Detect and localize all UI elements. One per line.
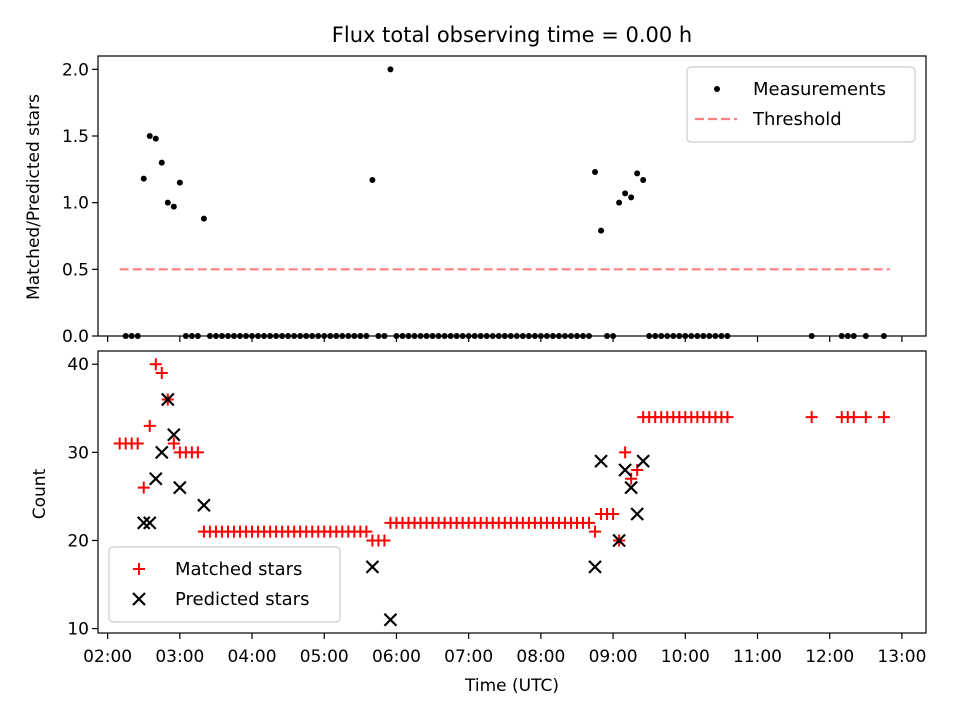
legend-label: Measurements: [753, 79, 886, 100]
x-tick-label: 13:00: [877, 647, 926, 667]
measurement-point: [164, 199, 171, 206]
matched-star-point: [149, 358, 162, 371]
measurement-point: [598, 227, 605, 234]
matched-star-point: [378, 534, 391, 547]
predicted-star-point: [594, 454, 608, 468]
matched-star-point: [619, 446, 632, 459]
legend-frame: [686, 66, 916, 143]
predicted-star-point: [383, 613, 398, 627]
predicted-star-point: [612, 533, 626, 548]
legend-marker: [714, 86, 720, 92]
predicted-star-point: [155, 445, 169, 460]
matched-star-point: [583, 516, 596, 529]
predicted-star-point: [588, 560, 602, 574]
matched-star-point: [877, 411, 890, 424]
y-tick-label: 20: [67, 531, 89, 551]
matched-star-point: [607, 508, 620, 521]
predicted-star-point: [365, 560, 380, 574]
y-tick-label: 40: [67, 355, 89, 375]
predicted-star-point: [136, 516, 151, 530]
predicted-star-point: [197, 498, 211, 512]
measurement-point: [369, 177, 376, 183]
measurement-point: [146, 133, 153, 139]
y-tick-label: 10: [67, 620, 89, 640]
matched-star-point: [360, 525, 373, 538]
x-tick-label: 10:00: [661, 647, 710, 667]
bottom-y-axis-label: Count: [30, 468, 50, 519]
predicted-star-point: [636, 454, 650, 468]
top-panel: 0.0 0.5 1.0 1.5 2.0 Measurements Threshold: [62, 55, 927, 347]
series-1: [136, 392, 650, 627]
x-tick-label: 07:00: [444, 647, 493, 667]
measurement-point: [152, 135, 159, 142]
measurement-point: [628, 194, 635, 201]
predicted-star-point: [142, 516, 157, 530]
x-tick-label: 09:00: [589, 647, 638, 667]
y-tick-label: 0.0: [62, 327, 89, 347]
matched-star-point: [859, 411, 872, 424]
measurement-point: [158, 159, 165, 166]
matched-star-point: [137, 481, 150, 494]
matched-star-point: [155, 367, 168, 380]
measurement-point: [592, 169, 599, 175]
top-y-axis-label: Matched/Predicted stars: [24, 94, 44, 300]
matched-star-point: [589, 525, 602, 538]
y-tick-label: 1.0: [62, 194, 89, 214]
measurement-point: [634, 170, 641, 177]
x-tick-label: 06:00: [372, 647, 421, 667]
x-tick-label: 05:00: [300, 647, 349, 667]
legend-marker: [133, 563, 145, 575]
series-0: [113, 358, 890, 547]
measurement-point: [387, 66, 394, 73]
predicted-star-point: [618, 463, 632, 477]
predicted-star-point: [630, 507, 644, 521]
matched-star-point: [143, 419, 156, 432]
legend: Measurements Threshold: [686, 66, 916, 143]
matched-star-point: [805, 411, 818, 424]
legend-frame: [108, 546, 341, 623]
y-tick-label: 2.0: [62, 60, 89, 80]
x-tick-label: 04:00: [228, 647, 277, 667]
predicted-star-point: [167, 427, 181, 442]
matched-star-point: [131, 437, 144, 450]
x-tick-label: 02:00: [83, 647, 132, 667]
x-tick-label: 12:00: [805, 647, 854, 667]
x-tick-label: 03:00: [155, 647, 204, 667]
x-axis-label: Time (UTC): [464, 676, 559, 696]
matched-star-point: [847, 411, 860, 424]
y-tick-label: 1.5: [62, 127, 89, 147]
predicted-star-point: [161, 392, 175, 407]
chart-title: Flux total observing time = 0.00 h: [332, 23, 692, 47]
measurement-point: [140, 175, 147, 182]
axes-frame: [97, 350, 927, 634]
predicted-star-point: [148, 472, 163, 486]
measurement-point: [616, 199, 623, 206]
legend-label: Matched stars: [175, 559, 302, 580]
measurement-point: [640, 177, 647, 183]
y-tick-label: 30: [67, 443, 89, 463]
predicted-star-point: [173, 480, 187, 495]
measurement-point: [170, 203, 177, 210]
predicted-star-point: [624, 480, 638, 495]
legend-label: Predicted stars: [175, 589, 309, 610]
legend-label: Threshold: [752, 109, 842, 130]
bottom-panel: 10 20 30 40 02:00 03:00 04:00 05:00 06:00 07:00 08…: [67, 350, 927, 667]
x-tick-label: 11:00: [733, 647, 782, 667]
y-tick-label: 0.5: [62, 260, 89, 280]
measurement-point: [176, 179, 183, 186]
axes-frame: [97, 55, 927, 337]
measurement-point: [622, 190, 629, 197]
matched-star-point: [167, 437, 180, 450]
legend-marker: [132, 592, 146, 606]
legend: Matched stars Predicted stars: [108, 546, 341, 623]
measurement-point: [200, 215, 207, 222]
matched-star-point: [721, 411, 734, 424]
x-tick-label: 08:00: [516, 647, 565, 667]
matched-star-point: [191, 446, 204, 459]
